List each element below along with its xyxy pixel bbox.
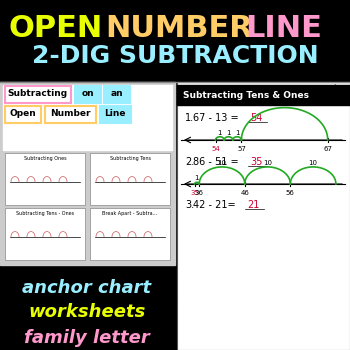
Text: Subtracting Tens - Ones: Subtracting Tens - Ones [16,211,74,216]
Bar [90,208,170,260]
Text: 42 - 21=: 42 - 21= [193,200,239,210]
Text: an: an [110,90,123,98]
Text: LINE: LINE [245,14,322,43]
Text: anchor chart: anchor chart [22,279,152,297]
Bar [90,153,170,205]
FancyBboxPatch shape [99,105,131,122]
Text: 35: 35 [250,157,262,167]
FancyBboxPatch shape [75,85,100,103]
Text: 3.: 3. [185,200,194,210]
Text: 10: 10 [263,160,272,166]
Polygon shape [335,85,350,105]
Text: 1: 1 [218,130,222,136]
Text: 35: 35 [190,190,199,196]
Text: 1: 1 [226,130,231,136]
Text: 2-DIG SUBTRACTION: 2-DIG SUBTRACTION [32,44,318,68]
Text: 86 - 51 =: 86 - 51 = [193,157,242,167]
Text: on: on [81,90,94,98]
Text: 54: 54 [250,113,262,123]
Text: 2.: 2. [185,157,194,167]
Text: 36: 36 [195,190,204,196]
Text: 1: 1 [195,175,199,181]
Text: Subtracting: Subtracting [7,90,68,98]
Text: 46: 46 [240,190,249,196]
Text: Open: Open [9,110,36,119]
Text: OPEN: OPEN [8,14,102,43]
Text: worksheets: worksheets [28,303,146,321]
Text: 10: 10 [280,101,289,107]
Bar [177,82,350,350]
Bar [0,82,175,265]
Text: family letter: family letter [24,329,150,347]
Text: 56: 56 [286,190,295,196]
Text: 57: 57 [237,146,246,152]
FancyBboxPatch shape [5,105,41,122]
Bar [0,0,350,82]
Bar [0,298,175,326]
Text: Line: Line [104,110,126,119]
Bar [0,274,175,302]
Bar [177,85,350,105]
Text: 21: 21 [247,200,259,210]
Bar [3,85,172,150]
Bar [0,324,175,350]
Text: Subtracting Tens: Subtracting Tens [110,156,150,161]
Text: 10: 10 [217,160,226,166]
Text: NUMBER: NUMBER [105,14,253,43]
Bar [5,153,85,205]
Bar [5,208,85,260]
Text: 67: 67 [323,146,332,152]
Text: 1.: 1. [185,113,194,123]
Text: 10: 10 [309,160,317,166]
Text: 1: 1 [235,130,239,136]
FancyBboxPatch shape [104,85,130,103]
Text: 67 - 13 =: 67 - 13 = [193,113,242,123]
Text: Break Apart - Subtra...: Break Apart - Subtra... [103,211,158,216]
Text: 54: 54 [211,146,220,152]
Text: Subtracting Tens & Ones: Subtracting Tens & Ones [183,91,309,99]
Text: Number: Number [50,110,90,119]
FancyBboxPatch shape [5,85,70,103]
FancyBboxPatch shape [44,105,96,122]
Text: Subtracting Ones: Subtracting Ones [24,156,66,161]
